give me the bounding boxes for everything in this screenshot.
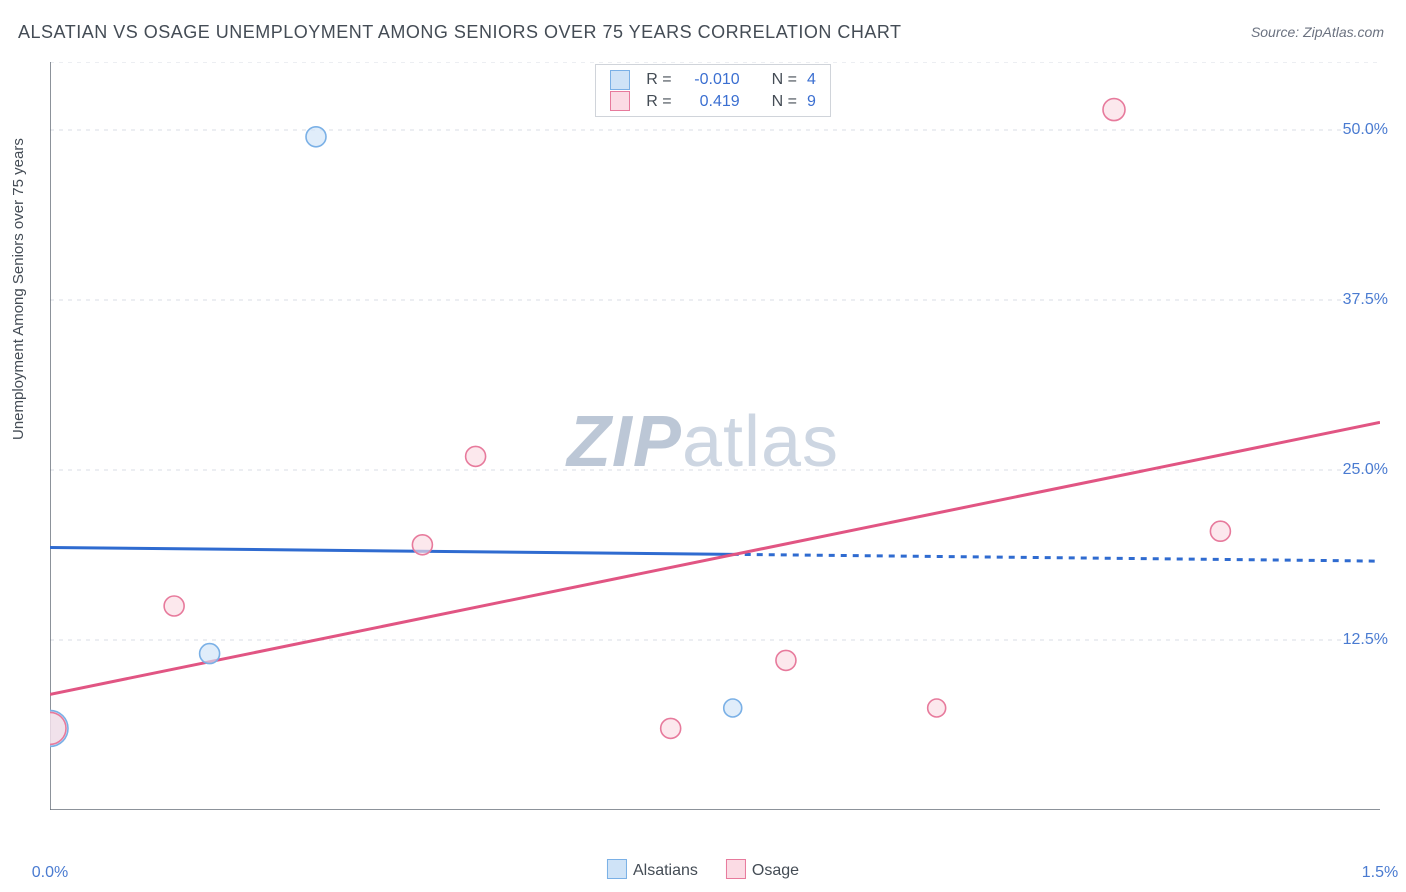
n-label: N = (772, 91, 797, 113)
n-value: 9 (807, 91, 816, 113)
stats-legend-box: R = -0.010 N = 4 R = 0.419 N = 9 (595, 64, 831, 117)
stats-row: R = -0.010 N = 4 (610, 69, 816, 91)
n-label: N = (772, 69, 797, 91)
r-label: R = (646, 69, 671, 91)
legend-swatch (610, 91, 630, 111)
legend-label: Osage (752, 862, 799, 879)
stats-row: R = 0.419 N = 9 (610, 91, 816, 113)
r-value: -0.010 (682, 69, 740, 91)
n-value: 4 (807, 69, 816, 91)
y-tick-label: 25.0% (1343, 461, 1388, 479)
source-label: Source: ZipAtlas.com (1251, 24, 1384, 40)
legend-item: Osage (726, 859, 799, 880)
y-tick-label: 12.5% (1343, 631, 1388, 649)
legend-swatch (607, 859, 627, 879)
legend-item: Alsatians (607, 859, 698, 880)
bottom-legend: Alsatians Osage (607, 859, 799, 880)
scatter-plot (50, 62, 1380, 810)
r-label: R = (646, 91, 671, 113)
legend-swatch (726, 859, 746, 879)
y-tick-label: 37.5% (1343, 291, 1388, 309)
r-value: 0.419 (682, 91, 740, 113)
y-axis-label: Unemployment Among Seniors over 75 years (10, 138, 27, 440)
x-tick-label: 1.5% (1362, 864, 1398, 882)
chart-title: ALSATIAN VS OSAGE UNEMPLOYMENT AMONG SEN… (18, 22, 902, 43)
legend-swatch (610, 70, 630, 90)
y-tick-label: 50.0% (1343, 121, 1388, 139)
x-tick-label: 0.0% (32, 864, 68, 882)
legend-label: Alsatians (633, 862, 698, 879)
